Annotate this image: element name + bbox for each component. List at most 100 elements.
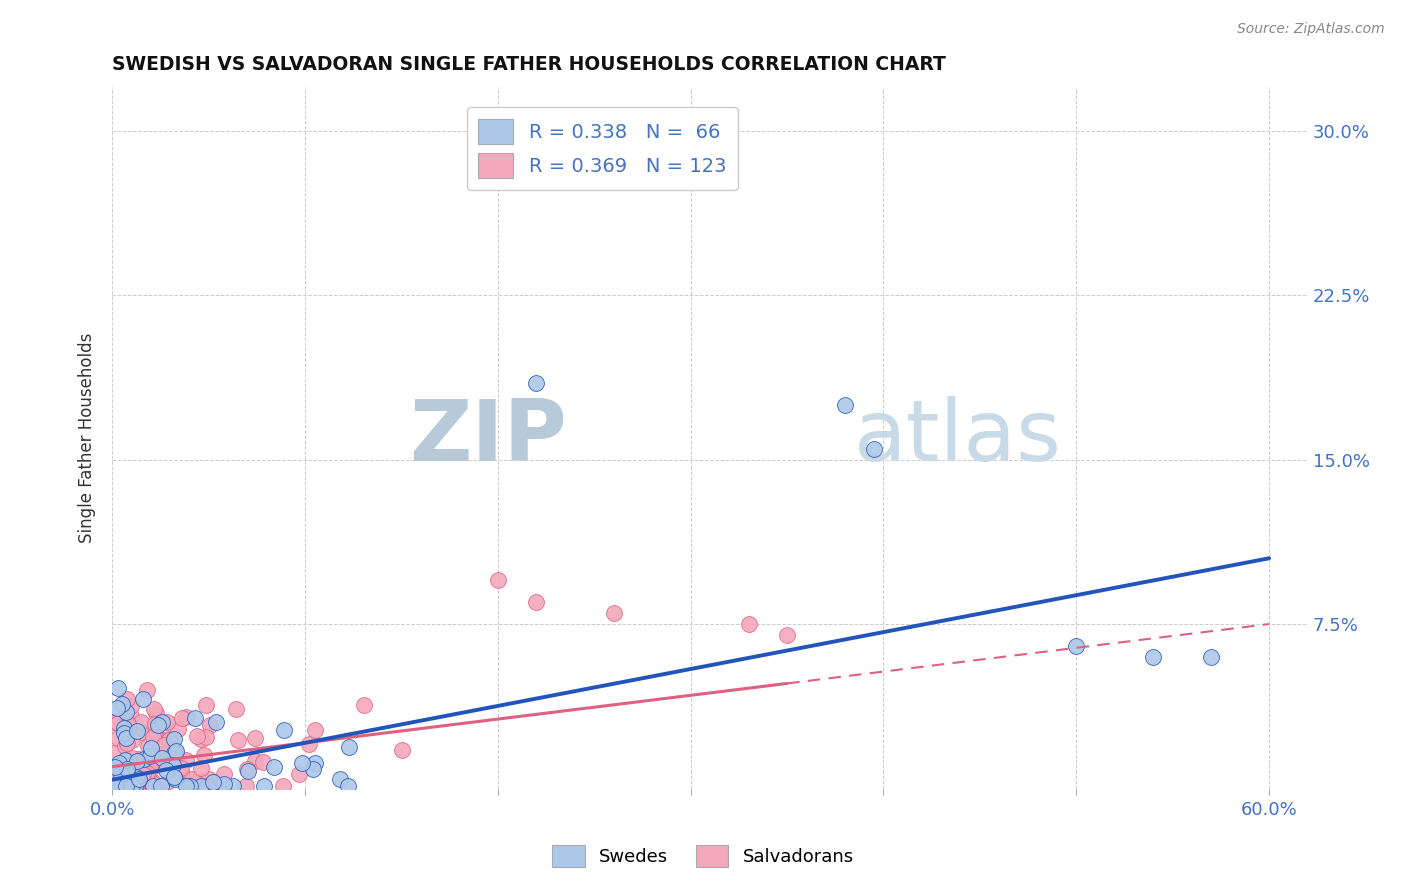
Point bbox=[110, 776, 132, 790]
Point bbox=[139, 759, 162, 773]
Point bbox=[132, 780, 155, 794]
Point bbox=[287, 767, 309, 781]
Point bbox=[214, 767, 236, 781]
Point bbox=[243, 754, 266, 768]
Point bbox=[135, 772, 157, 787]
Point bbox=[143, 702, 166, 716]
Point bbox=[105, 780, 128, 794]
Point bbox=[117, 723, 139, 738]
Point bbox=[132, 767, 155, 781]
Point bbox=[776, 628, 799, 642]
Point bbox=[125, 777, 148, 791]
Point bbox=[235, 780, 257, 794]
Point bbox=[180, 775, 202, 789]
Point bbox=[163, 732, 186, 747]
Legend: R = 0.338   N =  66, R = 0.369   N = 123: R = 0.338 N = 66, R = 0.369 N = 123 bbox=[467, 107, 738, 190]
Point bbox=[167, 722, 190, 736]
Point bbox=[128, 755, 150, 769]
Point bbox=[205, 714, 228, 729]
Point bbox=[143, 726, 166, 740]
Point bbox=[125, 780, 148, 794]
Point bbox=[165, 744, 187, 758]
Point bbox=[298, 737, 321, 751]
Text: SWEDISH VS SALVADORAN SINGLE FATHER HOUSEHOLDS CORRELATION CHART: SWEDISH VS SALVADORAN SINGLE FATHER HOUS… bbox=[112, 55, 946, 74]
Point bbox=[105, 766, 128, 780]
Point bbox=[602, 606, 624, 620]
Point bbox=[114, 775, 136, 789]
Point bbox=[104, 780, 127, 794]
Point bbox=[195, 698, 218, 713]
Point bbox=[114, 753, 136, 767]
Point bbox=[143, 716, 166, 731]
Point bbox=[115, 762, 138, 776]
Point bbox=[273, 723, 295, 737]
Point bbox=[132, 751, 155, 765]
Point bbox=[165, 763, 187, 777]
Point bbox=[105, 780, 128, 794]
Text: atlas: atlas bbox=[853, 396, 1062, 479]
Point bbox=[121, 780, 143, 794]
Point bbox=[107, 716, 129, 731]
Point bbox=[170, 711, 193, 725]
Point bbox=[142, 730, 165, 744]
Point bbox=[190, 732, 212, 747]
Point bbox=[122, 780, 145, 794]
Point bbox=[170, 761, 193, 775]
Point bbox=[225, 701, 247, 715]
Point bbox=[737, 617, 759, 632]
Point bbox=[127, 780, 149, 794]
Point bbox=[1142, 649, 1164, 664]
Point bbox=[103, 779, 125, 793]
Point bbox=[186, 729, 208, 743]
Point bbox=[114, 780, 136, 794]
Legend: Swedes, Salvadorans: Swedes, Salvadorans bbox=[546, 838, 860, 874]
Point bbox=[263, 760, 285, 774]
Point bbox=[121, 751, 143, 765]
Point bbox=[191, 774, 214, 789]
Point bbox=[174, 710, 197, 724]
Point bbox=[118, 772, 141, 786]
Point bbox=[226, 733, 249, 747]
Point bbox=[165, 745, 187, 759]
Point bbox=[124, 780, 146, 794]
Point bbox=[174, 780, 197, 794]
Point bbox=[138, 780, 160, 794]
Point bbox=[157, 733, 180, 747]
Point bbox=[176, 780, 198, 794]
Point bbox=[156, 774, 179, 789]
Text: Source: ZipAtlas.com: Source: ZipAtlas.com bbox=[1237, 22, 1385, 37]
Point bbox=[117, 692, 139, 706]
Point bbox=[108, 756, 131, 770]
Point bbox=[110, 780, 132, 794]
Point bbox=[107, 780, 129, 794]
Point bbox=[304, 756, 326, 770]
Point bbox=[152, 738, 174, 752]
Point bbox=[107, 767, 129, 781]
Point bbox=[120, 777, 142, 791]
Point bbox=[148, 718, 170, 732]
Point bbox=[107, 773, 129, 788]
Point bbox=[120, 708, 142, 723]
Point bbox=[193, 747, 215, 762]
Point bbox=[115, 736, 138, 750]
Point bbox=[115, 780, 138, 794]
Point bbox=[1066, 639, 1088, 653]
Point bbox=[107, 731, 129, 745]
Point bbox=[304, 723, 326, 737]
Point bbox=[141, 780, 163, 794]
Point bbox=[105, 700, 128, 714]
Point bbox=[114, 739, 136, 754]
Point bbox=[110, 780, 132, 794]
Point bbox=[155, 763, 177, 777]
Point bbox=[127, 751, 149, 765]
Point bbox=[180, 772, 202, 787]
Point bbox=[157, 731, 180, 746]
Point bbox=[129, 725, 152, 739]
Point bbox=[103, 780, 125, 794]
Point bbox=[145, 706, 167, 720]
Point bbox=[142, 780, 165, 794]
Point bbox=[329, 772, 352, 786]
Point bbox=[138, 739, 160, 753]
Point bbox=[111, 777, 134, 791]
Point bbox=[136, 762, 159, 776]
